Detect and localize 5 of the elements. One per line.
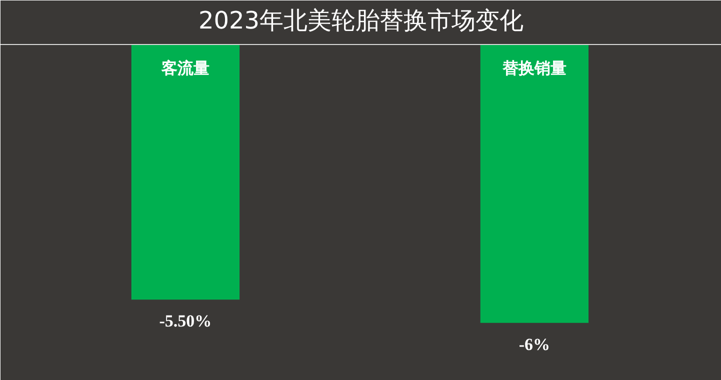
x-tick-label: 客流量 xyxy=(160,58,210,78)
x-tick-label: 替换销量 xyxy=(501,58,566,78)
chart-title: 2023年北美轮胎替换市场变化 xyxy=(198,6,524,34)
data-label: -6% xyxy=(518,334,550,354)
data-label: -5.50% xyxy=(159,312,212,331)
